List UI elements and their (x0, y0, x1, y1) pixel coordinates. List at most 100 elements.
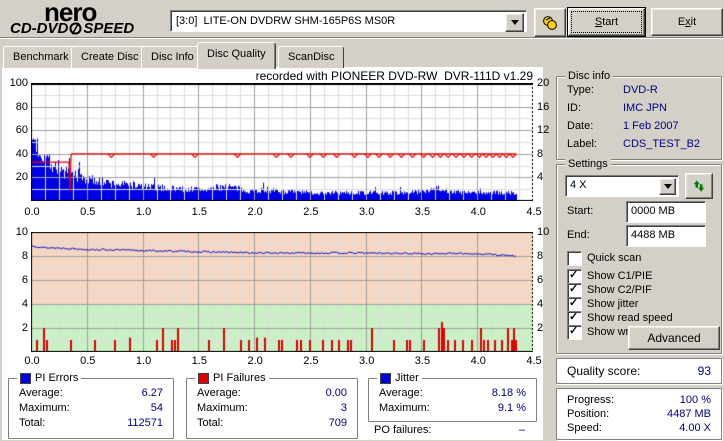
pi-errors-stats-title: PI Errors (35, 372, 79, 384)
axis-tick-label: 0.5 (80, 206, 96, 218)
advanced-button[interactable]: Advanced (628, 326, 720, 350)
axis-tick-label: 1.0 (135, 206, 152, 218)
axis-tick-label: 8 (21, 250, 28, 262)
disc-info-title: Disc info (568, 70, 611, 82)
nero-logo: nero CD-DVD SPEED (10, 0, 180, 37)
progress-box: Progress: 100 % Position: 4487 MB Speed: 4.… (556, 388, 722, 440)
quality-score-box: Quality score: 93 (556, 358, 722, 384)
tab-benchmark[interactable]: Benchmark (3, 46, 79, 68)
chevron-down-icon (510, 20, 519, 25)
quality-score-label: Quality score: (567, 364, 641, 378)
axis-tick-label: 12 (537, 124, 550, 137)
drive-select[interactable]: [3:0] LITE-ON DVDRW SHM-165P6S MS0R (170, 10, 527, 32)
chevron-down-icon (663, 184, 672, 189)
axis-tick-label: 2.0 (247, 206, 263, 218)
end-mb-input[interactable]: 4488 MB (626, 225, 706, 247)
show-c1-pie-checkbox[interactable]: ✓ Show C1/PIE (567, 268, 653, 284)
settings-group: Settings 4 X Start: 0000 MB End: 4488 MB… (556, 158, 722, 354)
axis-tick-label: 1.5 (191, 355, 207, 367)
axis-tick-label: 4.5 (526, 206, 542, 218)
pi-errors-legend-icon (20, 372, 31, 384)
checkbox-icon[interactable]: ✓ (567, 324, 582, 340)
axis-tick-label: 20 (15, 171, 28, 184)
axis-tick-label: 10 (537, 226, 550, 238)
logo-brand: nero (44, 0, 97, 27)
axis-tick-label: 40 (15, 147, 28, 160)
axis-tick-label: 0.0 (24, 206, 40, 218)
axis-tick-label: 4 (21, 298, 28, 310)
axis-tick-label: 4.0 (470, 206, 486, 218)
axis-tick-label: 2 (21, 322, 28, 334)
position-value: 4487 MB (666, 408, 711, 420)
quality-score-value: 93 (697, 364, 711, 378)
axis-tick-label: 2.5 (303, 206, 319, 218)
start-button[interactable]: Start (567, 7, 646, 37)
axis-tick-label: 4.0 (470, 355, 486, 367)
axis-tick-label: 6 (537, 274, 544, 286)
show-c2-pif-checkbox[interactable]: ✓ Show C2/PIF (567, 282, 652, 298)
tab-strip: Benchmark Create Disc Disc Info Disc Qua… (0, 41, 724, 69)
pi-errors-chart (31, 83, 533, 201)
axis-tick-label: 3.5 (414, 206, 431, 218)
logo-product-right: SPEED (83, 20, 135, 37)
axis-tick-label: 100 (9, 77, 28, 89)
exit-button[interactable]: Exit (651, 8, 723, 36)
axis-tick-label: 8 (537, 250, 544, 262)
settings-title: Settings (568, 158, 608, 170)
jitter-stats-box: Jitter Average: 8.18 % Maximum: 9.1 % (368, 372, 537, 422)
drive-select-value: [3:0] LITE-ON DVDRW SHM-165P6S MS0R (176, 15, 396, 27)
disc-icon (69, 22, 82, 35)
axis-tick-label: 20 (537, 77, 550, 89)
start-mb-input[interactable]: 0000 MB (626, 201, 706, 223)
po-failures-row: PO failures: – (368, 424, 535, 438)
scan-speed-dropdown-button[interactable] (659, 178, 676, 195)
axis-tick-label: 16 (537, 100, 550, 113)
scan-speed-select[interactable]: 4 X (565, 175, 679, 197)
axis-tick-label: 2.5 (303, 355, 319, 367)
jitter-legend-icon (380, 372, 391, 384)
scan-speed-value: 4 X (570, 179, 587, 191)
quick-scan-checkbox[interactable]: ✓ Quick scan (567, 250, 641, 266)
axis-tick-label: 60 (15, 124, 28, 137)
tab-disc-info[interactable]: Disc Info (141, 46, 204, 68)
pi-errors-stats-box: PI Errors Average: 6.27 Maximum: 54 Total:… (8, 372, 174, 439)
jitter-chart (31, 232, 533, 352)
checkbox-icon[interactable]: ✓ (567, 250, 582, 266)
start-mb-label: Start: (567, 205, 594, 217)
chart-title: recorded with PIONEER DVD-RW DVR-111D v1… (255, 69, 533, 83)
show-read-speed-checkbox[interactable]: ✓ Show read speed (567, 310, 673, 326)
drive-select-dropdown-button[interactable] (505, 13, 524, 32)
end-mb-label: End: (567, 229, 590, 241)
tab-scandisc[interactable]: ScanDisc (278, 46, 345, 68)
pi-failures-stats-box: PI Failures Average: 0.00 Maximum: 3 Total… (186, 372, 358, 439)
po-failures-label: PO failures: (374, 424, 432, 436)
axis-tick-label: 3.5 (414, 355, 431, 367)
axis-tick-label: 4.5 (526, 355, 542, 367)
refresh-button[interactable] (685, 173, 713, 199)
axis-tick-label: 0.0 (24, 355, 40, 367)
axis-tick-label: 6 (21, 274, 28, 286)
eject-hand-button[interactable] (534, 8, 566, 37)
pi-failures-legend-icon (198, 372, 209, 384)
tab-create-disc[interactable]: Create Disc (71, 46, 149, 68)
pi-failures-stats-title: PI Failures (213, 372, 266, 384)
disc-id-value: IMC JPN (623, 102, 667, 114)
speed-value: 4.00 X (679, 422, 711, 434)
axis-tick-label: 2 (537, 322, 544, 334)
axis-tick-label: 8 (537, 147, 544, 160)
disc-date-value: 1 Feb 2007 (623, 120, 679, 132)
axis-tick-label: 1.5 (191, 206, 207, 218)
axis-tick-label: 3.0 (359, 355, 375, 367)
axis-tick-label: 4 (537, 171, 544, 184)
axis-tick-label: 10 (15, 226, 28, 238)
toolbar: nero CD-DVD SPEED [3:0] LITE-ON DVDRW SH… (0, 0, 724, 38)
disc-label-value: CDS_TEST_B2 (623, 138, 701, 150)
hand-icon (543, 15, 557, 30)
disc-type-value: DVD-R (623, 84, 658, 96)
axis-tick-label: 3.0 (359, 206, 375, 218)
po-failures-value: – (518, 424, 525, 436)
tab-disc-quality[interactable]: Disc Quality (197, 42, 276, 69)
progress-value: 100 % (679, 394, 711, 406)
axis-tick-label: 4 (537, 298, 544, 310)
